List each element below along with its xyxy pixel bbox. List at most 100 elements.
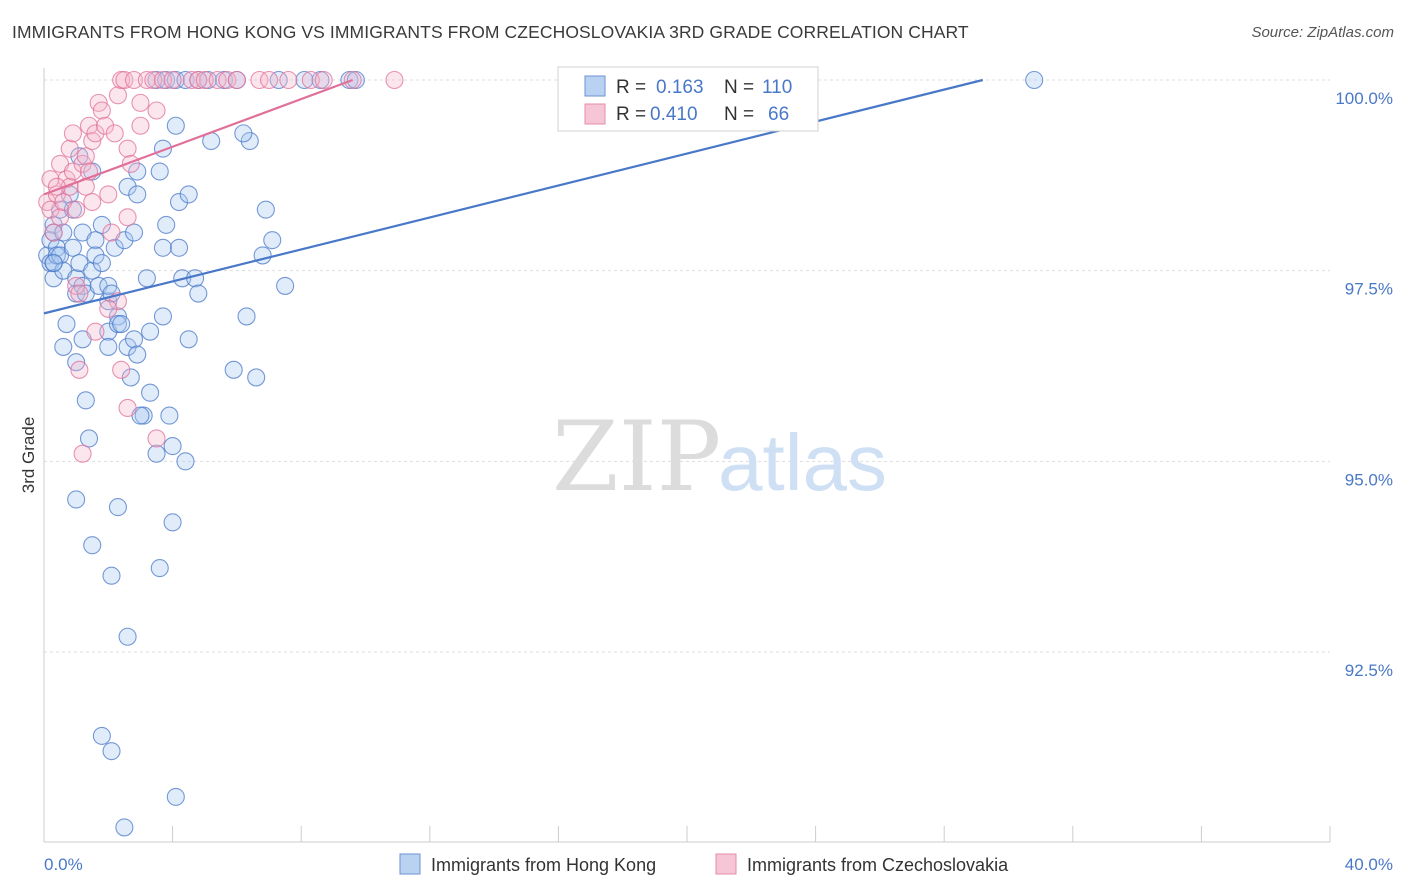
legend-swatch-czechoslovakia — [584, 103, 606, 125]
point-hong-kong-58 — [147, 444, 166, 463]
point-hong-kong-107 — [102, 742, 121, 761]
point-hong-kong-65 — [163, 437, 182, 456]
source-credit: Source: ZipAtlas.com — [1251, 24, 1394, 41]
bottom-legend: Immigrants from Hong Kong Immigrants fro… — [399, 853, 1009, 875]
point-hong-kong-97 — [1025, 70, 1044, 90]
trend-line-hong-kong — [43, 78, 984, 315]
point-czechoslovakia-28 — [102, 223, 121, 242]
point-czechoslovakia-48 — [118, 398, 137, 417]
point-hong-kong-98 — [234, 124, 253, 143]
point-czechoslovakia-12 — [63, 124, 82, 143]
point-hong-kong-3 — [44, 215, 63, 234]
y-tick-label-0: 100.0% — [1335, 89, 1393, 108]
point-hong-kong-87 — [247, 368, 266, 387]
point-czechoslovakia-61 — [301, 70, 320, 90]
point-hong-kong-89 — [256, 200, 275, 219]
chart-title: IMMIGRANTS FROM HONG KONG VS IMMIGRANTS … — [12, 22, 969, 42]
point-czechoslovakia-49 — [147, 429, 166, 448]
point-czechoslovakia-46 — [99, 299, 118, 318]
legend-r-value-1: 0.163 — [656, 77, 704, 98]
point-hong-kong-108 — [166, 787, 185, 806]
point-czechoslovakia-18 — [76, 147, 95, 166]
point-czechoslovakia-50 — [70, 360, 89, 379]
point-hong-kong-5 — [44, 269, 63, 288]
x-tick-label-1: 40.0% — [1345, 855, 1393, 874]
point-czechoslovakia-30 — [108, 86, 127, 105]
point-hong-kong-68 — [169, 238, 189, 257]
point-hong-kong-64 — [160, 406, 179, 425]
data-points — [38, 70, 1044, 837]
legend-swatch-hong-kong — [584, 75, 606, 97]
point-hong-kong-72 — [179, 330, 198, 349]
point-hong-kong-92 — [276, 276, 295, 295]
point-hong-kong-90 — [263, 231, 282, 250]
point-czechoslovakia-9 — [60, 139, 79, 158]
legend-r-value-2: 0.410 — [650, 104, 698, 125]
point-hong-kong-40 — [105, 238, 124, 257]
point-czechoslovakia-44 — [163, 70, 182, 90]
point-hong-kong-105 — [118, 627, 137, 646]
tick-labels: 100.0% 97.5% 95.0% 92.5% 0.0% 40.0% — [44, 89, 1393, 874]
bottom-legend-swatch-czechoslovakia — [715, 853, 737, 875]
legend-n-value-1: 110 — [762, 77, 792, 98]
point-hong-kong-45 — [118, 177, 137, 196]
point-hong-kong-59 — [150, 162, 169, 181]
point-czechoslovakia-57 — [227, 70, 246, 90]
point-hong-kong-18 — [67, 269, 86, 288]
legend-r-label-1: R = — [616, 77, 646, 98]
point-czechoslovakia-39 — [131, 93, 150, 112]
x-tick-label-0: 0.0% — [44, 855, 83, 874]
point-hong-kong-51 — [128, 345, 147, 364]
point-hong-kong-27 — [79, 429, 99, 448]
point-hong-kong-111 — [54, 223, 73, 242]
point-czechoslovakia-41 — [144, 70, 163, 90]
point-czechoslovakia-35 — [118, 208, 137, 227]
point-hong-kong-110 — [44, 253, 63, 273]
point-czechoslovakia-45 — [86, 322, 105, 341]
point-czechoslovakia-56 — [218, 70, 237, 90]
point-czechoslovakia-38 — [131, 116, 150, 135]
legend-r-label-2: R = — [616, 104, 646, 125]
point-hong-kong-47 — [121, 368, 140, 387]
point-hong-kong-26 — [76, 391, 95, 410]
point-hong-kong-61 — [153, 238, 173, 257]
point-hong-kong-86 — [240, 131, 259, 151]
point-czechoslovakia-64 — [385, 70, 404, 90]
point-hong-kong-106 — [92, 726, 111, 745]
legend-n-label-1: N = — [724, 77, 754, 98]
point-hong-kong-49 — [128, 185, 147, 204]
point-hong-kong-67 — [169, 192, 189, 212]
trend-line-czechoslovakia — [43, 78, 354, 196]
point-czechoslovakia-22 — [83, 192, 102, 212]
point-hong-kong-85 — [237, 307, 256, 326]
point-czechoslovakia-25 — [92, 101, 111, 120]
point-czechoslovakia-40 — [137, 70, 156, 90]
point-czechoslovakia-15 — [70, 284, 89, 303]
point-hong-kong-37 — [99, 337, 118, 356]
point-hong-kong-104 — [163, 513, 182, 532]
y-tick-label-2: 95.0% — [1345, 470, 1393, 489]
bottom-legend-label-hong-kong: Immigrants from Hong Kong — [431, 855, 656, 875]
point-czechoslovakia-33 — [115, 70, 134, 90]
point-hong-kong-66 — [166, 116, 185, 135]
point-hong-kong-102 — [102, 566, 121, 585]
point-hong-kong-99 — [67, 490, 86, 509]
point-hong-kong-30 — [86, 231, 105, 250]
point-czechoslovakia-11 — [63, 162, 82, 181]
point-czechoslovakia-58 — [250, 70, 269, 90]
point-czechoslovakia-23 — [86, 124, 105, 143]
point-czechoslovakia-2 — [41, 170, 60, 189]
legend-n-label-2: N = — [724, 104, 754, 125]
y-tick-label-3: 92.5% — [1345, 661, 1393, 680]
point-hong-kong-70 — [176, 452, 195, 471]
y-axis-label: 3rd Grade — [19, 417, 38, 494]
point-czechoslovakia-52 — [182, 70, 201, 90]
point-czechoslovakia-51 — [73, 444, 92, 463]
point-hong-kong-57 — [141, 322, 160, 341]
point-hong-kong-43 — [112, 315, 131, 334]
point-hong-kong-74 — [189, 284, 208, 303]
point-hong-kong-71 — [179, 185, 198, 204]
point-czechoslovakia-47 — [112, 360, 131, 379]
point-hong-kong-93 — [295, 70, 314, 90]
point-hong-kong-28 — [83, 261, 102, 280]
